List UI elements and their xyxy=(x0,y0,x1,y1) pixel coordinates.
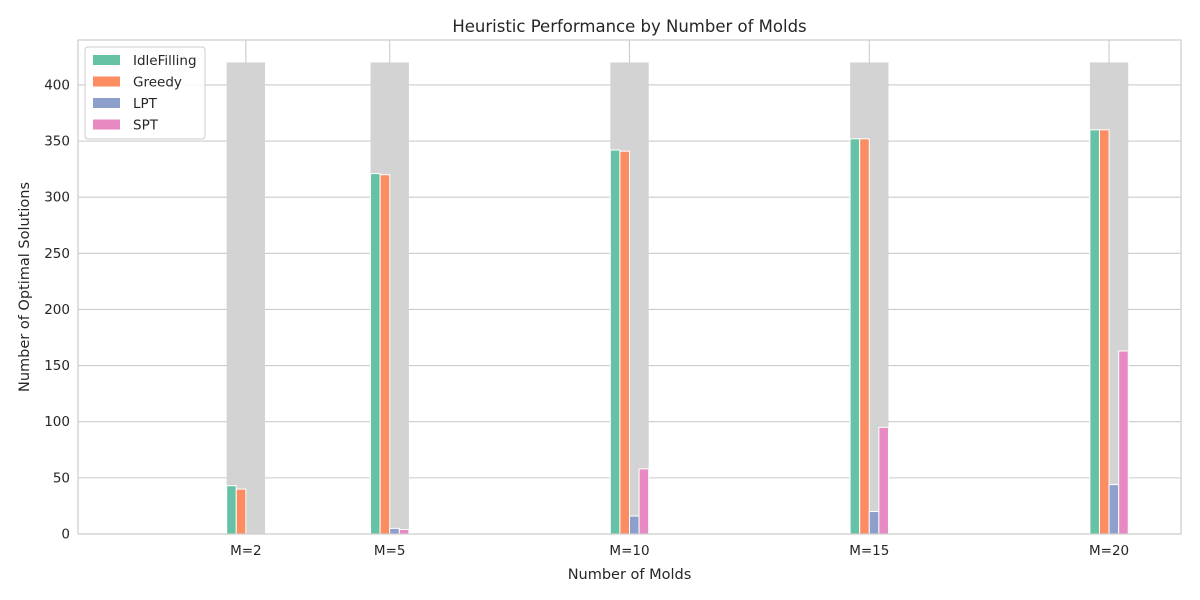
y-tick-label: 250 xyxy=(44,246,70,262)
bar-lpt xyxy=(1108,484,1120,535)
bar-greedy xyxy=(1098,129,1110,535)
x-axis-label: Number of Molds xyxy=(568,567,692,583)
x-tick-label: M=15 xyxy=(849,543,889,559)
y-tick-label: 50 xyxy=(53,470,70,486)
y-axis-label: Number of Optimal Solutions xyxy=(17,182,33,392)
bar-greedy xyxy=(619,150,630,535)
legend-label-lpt: LPT xyxy=(133,96,158,112)
legend-label-spt: SPT xyxy=(133,118,159,134)
bar-greedy xyxy=(859,138,870,535)
bar-idlefilling xyxy=(849,138,861,535)
y-tick-label: 0 xyxy=(61,527,70,543)
plot-frame xyxy=(77,39,1182,535)
y-tick-label: 300 xyxy=(44,190,70,206)
bar-greedy xyxy=(379,174,391,535)
legend-label-greedy: Greedy xyxy=(133,75,182,91)
legend-swatch-lpt xyxy=(93,98,120,108)
y-tick-label: 350 xyxy=(44,134,70,150)
y-tick-label: 200 xyxy=(44,302,70,318)
x-tick-label: M=2 xyxy=(230,543,262,559)
y-tick-label: 100 xyxy=(44,414,70,430)
bar-greedy xyxy=(235,488,247,535)
y-tick-label: 400 xyxy=(44,77,70,93)
bar-idlefilling xyxy=(226,485,237,535)
chart-title: Heuristic Performance by Number of Molds xyxy=(452,17,806,36)
bar-lpt xyxy=(389,527,400,535)
x-tick-label: M=5 xyxy=(374,543,406,559)
bar-idlefilling xyxy=(1089,129,1100,535)
bar-idlefilling xyxy=(370,173,381,535)
legend-swatch-spt xyxy=(93,119,120,130)
legend-swatch-greedy xyxy=(93,76,120,87)
x-tick-label: M=20 xyxy=(1089,543,1129,559)
x-tick-label: M=10 xyxy=(609,543,649,559)
tick-labels: 0 50 100 150 200 250 300 350 400 M=2 M=5 M=10 M=15 M=… xyxy=(44,77,1129,559)
bar-spt xyxy=(638,468,650,535)
bar-lpt xyxy=(629,515,640,535)
bar-spt xyxy=(1118,350,1129,535)
legend-swatch-idlefilling xyxy=(93,55,120,65)
legend-label-idlefilling: IdleFilling xyxy=(133,53,197,69)
legend: IdleFilling Greedy LPT SPT xyxy=(84,46,206,140)
data-bars xyxy=(226,129,1129,535)
y-tick-label: 150 xyxy=(44,358,70,374)
background-bar xyxy=(226,62,266,535)
background-bars xyxy=(226,62,1129,535)
bar-spt xyxy=(878,426,889,535)
bar-idlefilling xyxy=(609,149,621,535)
bar-lpt xyxy=(868,511,880,535)
legend-frame xyxy=(84,46,206,140)
bar-spt xyxy=(398,529,410,535)
